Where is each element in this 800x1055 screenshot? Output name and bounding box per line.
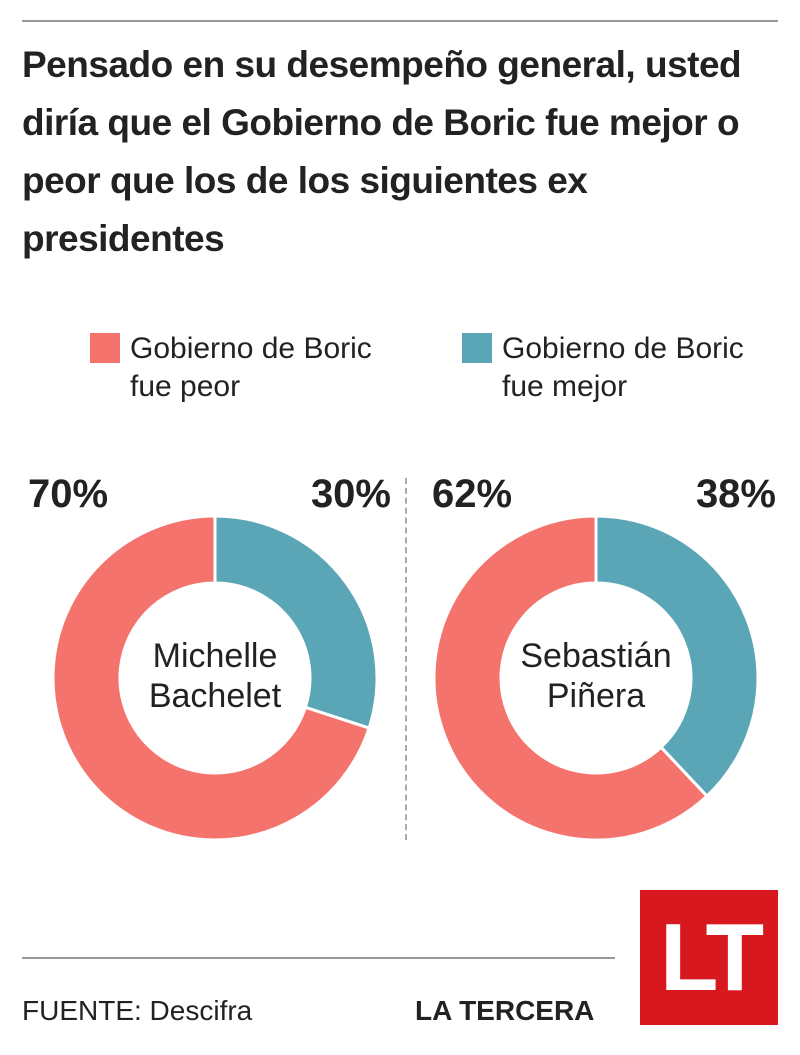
divider (405, 478, 407, 840)
donut (53, 516, 377, 840)
legend-swatch (90, 333, 120, 363)
brand: LA TERCERA (415, 995, 595, 1026)
value-label: 30% (310, 472, 391, 516)
bottom-rule (22, 957, 615, 959)
value-label: 62% (432, 472, 513, 516)
donut-segment (434, 516, 710, 840)
center-label: Sebastián Piñera (520, 637, 672, 715)
value-label: 38% (695, 472, 776, 516)
legend-label: Gobierno de Boric fue peor (130, 332, 372, 403)
title: Pensado en su desempeño general, usted d… (22, 44, 742, 259)
legend-swatch (462, 333, 492, 363)
donut-segment (594, 516, 758, 799)
legend-label: Gobierno de Boric fue mejor (502, 332, 744, 403)
top-rule (22, 20, 778, 22)
center-label: Michelle Bachelet (148, 637, 282, 715)
donut-segment (213, 516, 377, 730)
logo: LT (640, 890, 778, 1025)
source: FUENTE: Descifra (22, 995, 253, 1026)
donut-segment (53, 516, 371, 840)
donut (434, 516, 758, 840)
value-label: 70% (28, 472, 109, 516)
